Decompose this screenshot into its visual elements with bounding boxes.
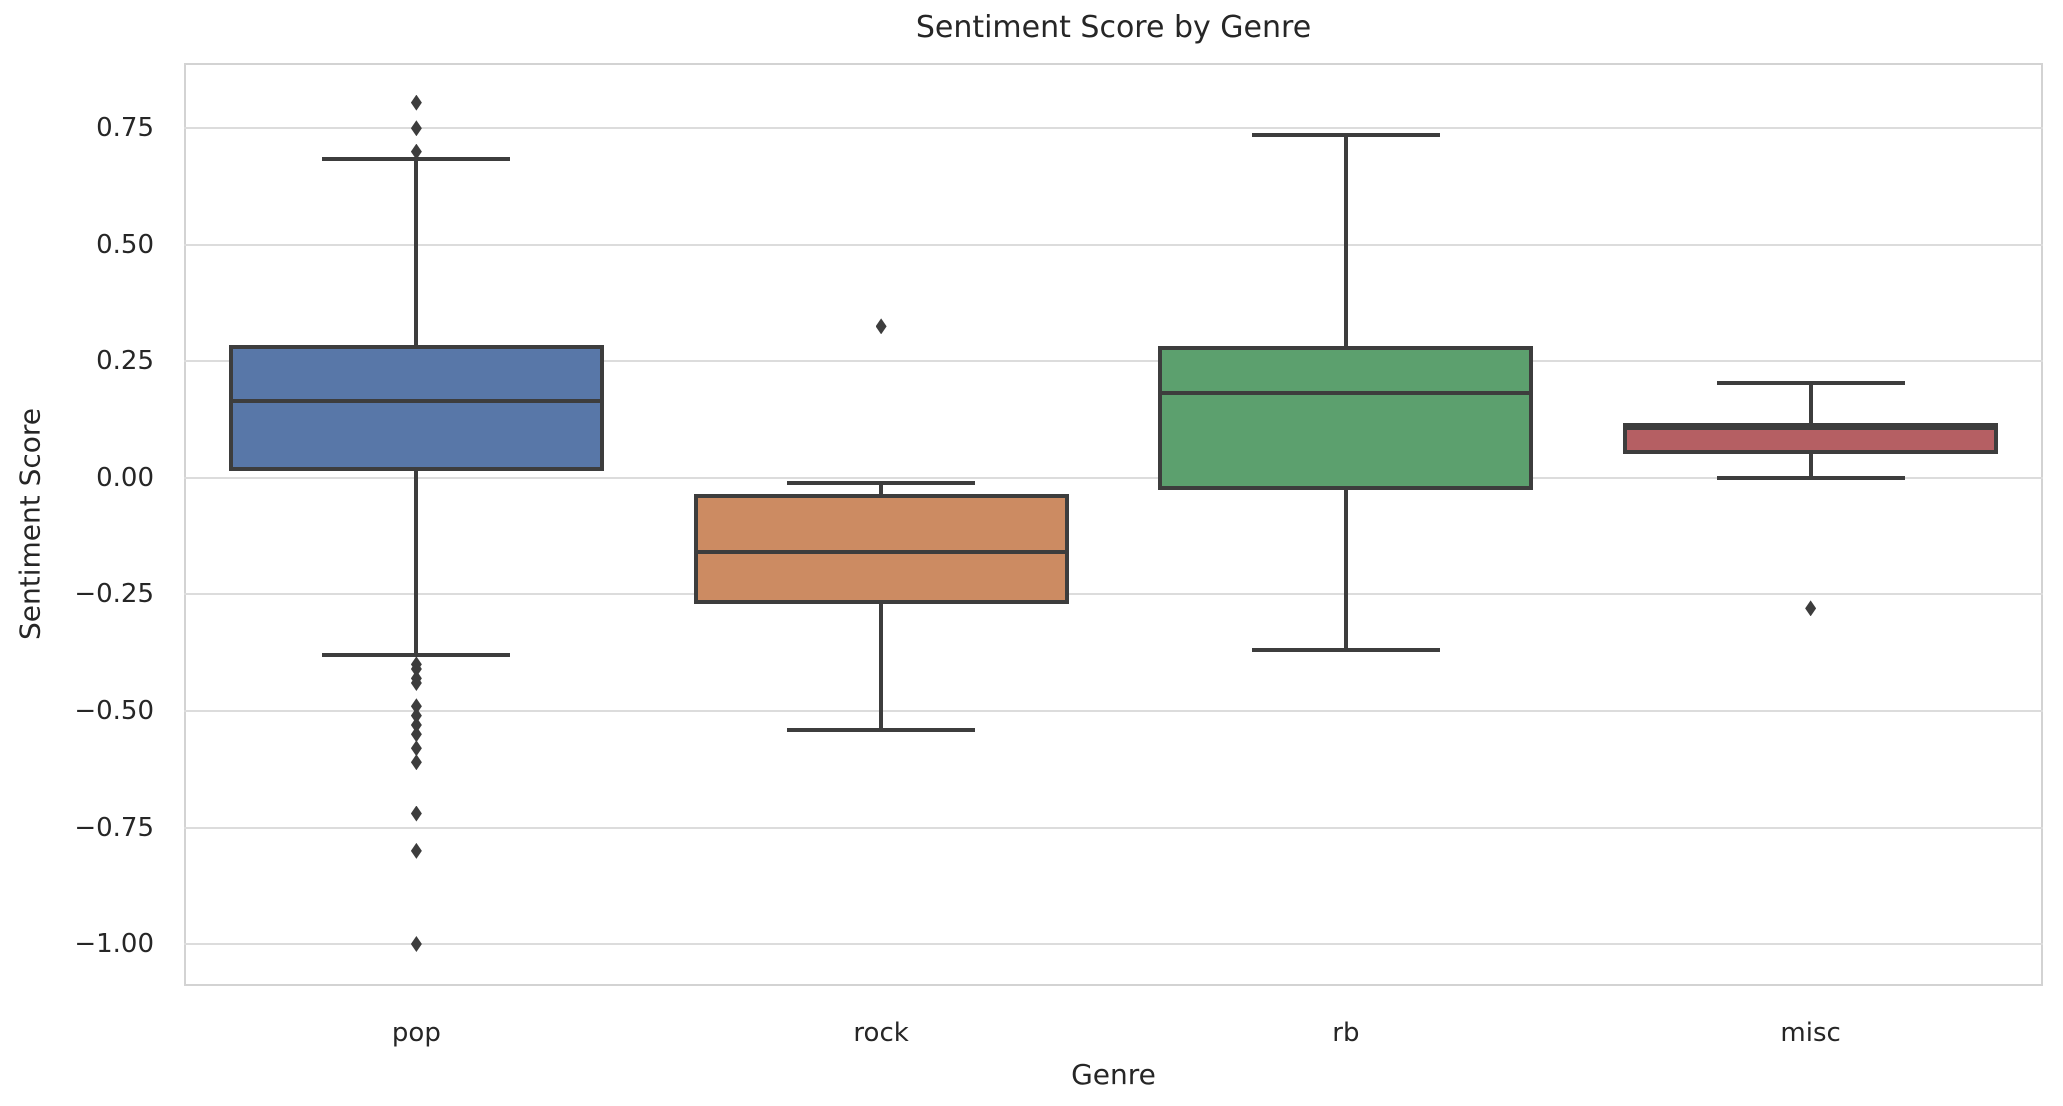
y-gridline bbox=[184, 476, 2043, 479]
y-tick-label: 0.75 bbox=[96, 113, 154, 144]
y-tick-label: −0.75 bbox=[74, 812, 154, 843]
lower-whisker-cap bbox=[787, 727, 976, 732]
median-line bbox=[693, 550, 1069, 555]
outlier-marker bbox=[410, 661, 422, 677]
outlier-marker bbox=[410, 143, 422, 160]
plot-area bbox=[184, 63, 2043, 986]
outlier-marker bbox=[875, 318, 887, 335]
lower-whisker-cap bbox=[1716, 475, 1905, 480]
iqr-box bbox=[693, 494, 1069, 604]
y-tick-label: 0.50 bbox=[96, 229, 154, 260]
outlier-marker bbox=[410, 698, 422, 715]
y-tick-label: −1.00 bbox=[74, 929, 154, 960]
outlier-marker bbox=[410, 740, 422, 757]
lower-whisker bbox=[879, 603, 884, 730]
iqr-box bbox=[228, 345, 604, 471]
y-tick-label: 0.00 bbox=[96, 462, 154, 493]
upper-whisker bbox=[1808, 383, 1813, 424]
upper-whisker-cap bbox=[787, 480, 976, 485]
lower-whisker-cap bbox=[322, 653, 511, 658]
outlier-marker bbox=[410, 707, 422, 724]
y-tick-label: −0.50 bbox=[74, 695, 154, 726]
upper-whisker bbox=[1343, 135, 1348, 347]
outlier-marker bbox=[410, 726, 422, 743]
y-gridline bbox=[184, 243, 2043, 246]
lower-whisker-cap bbox=[1251, 648, 1440, 653]
lower-whisker bbox=[1343, 490, 1348, 651]
outlier-marker bbox=[410, 754, 422, 771]
upper-whisker bbox=[879, 482, 884, 495]
x-tick-rock: rock bbox=[853, 1018, 909, 1048]
outlier-marker bbox=[410, 842, 422, 859]
upper-whisker-cap bbox=[1716, 381, 1905, 386]
outlier-marker bbox=[1805, 600, 1817, 617]
x-tick-pop: pop bbox=[391, 1018, 441, 1048]
outlier-marker bbox=[410, 94, 422, 111]
y-gridline bbox=[184, 826, 2043, 829]
x-tick-misc: misc bbox=[1780, 1018, 1841, 1048]
y-tick-label: 0.25 bbox=[96, 346, 154, 377]
outlier-marker bbox=[410, 805, 422, 822]
y-tick-label: −0.25 bbox=[74, 579, 154, 610]
iqr-box bbox=[1158, 346, 1534, 491]
y-gridline bbox=[184, 709, 2043, 712]
upper-whisker-cap bbox=[1251, 133, 1440, 138]
lower-whisker bbox=[1808, 453, 1813, 478]
y-gridline bbox=[184, 593, 2043, 596]
median-line bbox=[1623, 426, 1999, 431]
lower-whisker bbox=[414, 470, 419, 656]
y-gridline bbox=[184, 360, 2043, 363]
x-tick-rb: rb bbox=[1332, 1018, 1360, 1048]
outlier-marker bbox=[410, 674, 422, 691]
x-axis-label: Genre bbox=[1071, 1058, 1156, 1091]
median-line bbox=[1158, 390, 1534, 395]
outlier-marker bbox=[410, 936, 422, 953]
y-gridline bbox=[184, 127, 2043, 130]
y-gridline bbox=[184, 943, 2043, 946]
outlier-marker bbox=[410, 716, 422, 733]
outlier-marker bbox=[410, 120, 422, 137]
chart-title: Sentiment Score by Genre bbox=[915, 10, 1312, 45]
median-line bbox=[228, 398, 604, 403]
upper-whisker bbox=[414, 158, 419, 346]
